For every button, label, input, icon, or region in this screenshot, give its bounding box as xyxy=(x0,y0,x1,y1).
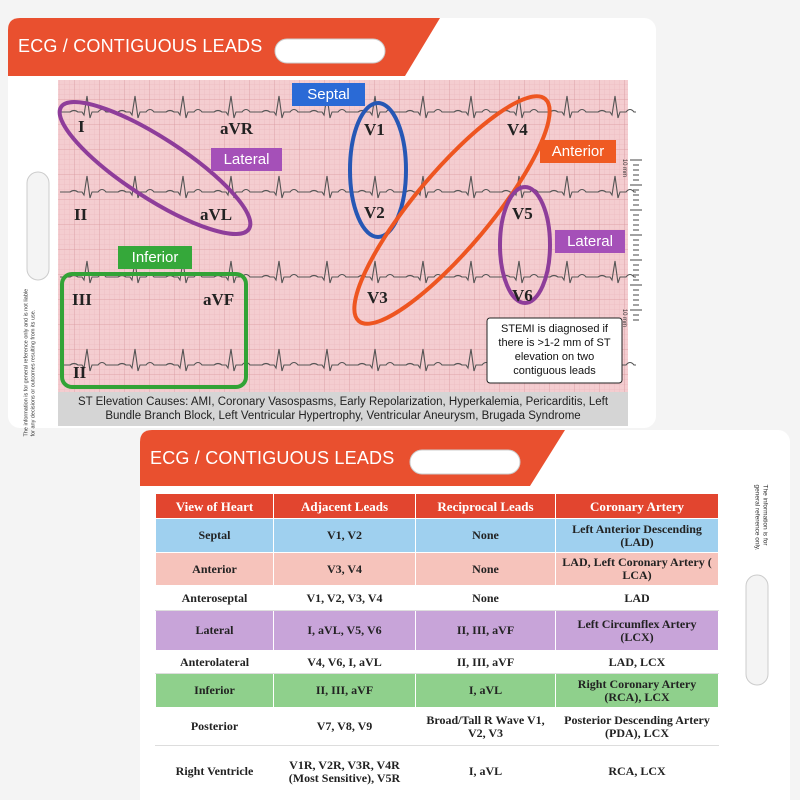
lateral-tag xyxy=(555,230,625,253)
table-row: Posterior V7, V8, V9 Broad/Tall R Wave V1,… xyxy=(155,707,719,746)
table-cell: Posterior Descending Artery (PDA), LCX xyxy=(555,707,719,746)
lead-label: V4 xyxy=(507,120,528,139)
lateral-ellipse xyxy=(498,185,552,305)
footer-band xyxy=(58,392,628,426)
table-cell: Anteroseptal xyxy=(155,585,274,611)
table-cell: Left Anterior Descending (LAD) xyxy=(555,518,719,553)
table-cell: Left Circumflex Artery (LCX) xyxy=(555,610,719,651)
lead-label: V6 xyxy=(512,286,533,305)
slot xyxy=(274,38,386,64)
table-cell: V1, V2 xyxy=(273,518,416,553)
table-header: Reciprocal Leads xyxy=(415,493,556,519)
group-label: Septal xyxy=(307,86,350,103)
table-cell: Broad/Tall R Wave V1, V2, V3 xyxy=(415,707,556,746)
lead-label: V3 xyxy=(367,288,388,307)
table-cell: I, aVL xyxy=(415,745,556,798)
slot xyxy=(745,574,769,686)
ruler-label: 10 mm xyxy=(621,158,628,178)
ecg-trace xyxy=(60,95,636,119)
contiguous-leads-table: View of Heart Adjacent Leads Reciprocal Le… xyxy=(155,493,719,798)
table-row: Anterolateral V4, V6, I, aVL II, III, aVF L… xyxy=(155,650,719,674)
ruler-label: 10 mm xyxy=(621,308,628,328)
septal-tag xyxy=(292,83,365,106)
table-header: Coronary Artery xyxy=(555,493,719,519)
table-cell: Posterior xyxy=(155,707,274,746)
lead-label: V5 xyxy=(512,204,533,223)
inferior-box xyxy=(60,272,248,389)
front-disclaimer: The information is for general reference… xyxy=(23,288,37,437)
note-box xyxy=(486,317,623,384)
table-cell: V1R, V2R, V3R, V4R (Most Sensitive), V5R xyxy=(273,745,416,798)
table-cell: RCA, LCX xyxy=(555,745,719,798)
anterior-tag xyxy=(540,140,616,163)
ecg-trace xyxy=(60,175,636,199)
lateral-ellipse xyxy=(57,100,253,236)
table-cell: I, aVL, V5, V6 xyxy=(273,610,416,651)
table-header: Adjacent Leads xyxy=(273,493,416,519)
stemi-note: STEMI is diagnosed if there is >1-2 mm o… xyxy=(498,323,611,377)
inferior-tag xyxy=(118,246,192,269)
lead-label: aVR xyxy=(220,119,254,138)
lead-label: III xyxy=(72,290,92,309)
table-cell: Septal xyxy=(155,518,274,553)
table-cell: LAD, Left Coronary Artery ( LCA) xyxy=(555,552,719,586)
table-cell: None xyxy=(415,585,556,611)
lead-label: II xyxy=(74,205,88,224)
table-cell: V4, V6, I, aVL xyxy=(273,650,416,674)
slot xyxy=(26,171,50,281)
front-title: ECG / CONTIGUOUS LEADS xyxy=(18,36,263,56)
back-title: ECG / CONTIGUOUS LEADS xyxy=(150,448,395,468)
table-row: Right Ventricle V1R, V2R, V3R, V4R (Most … xyxy=(155,745,719,798)
lead-label: V1 xyxy=(364,120,385,139)
text: AMI, Coronary Vasospasms, Early Repolari… xyxy=(105,396,609,422)
slot xyxy=(409,449,521,475)
table-row: Anterior V3, V4 None LAD, Left Coronary Art… xyxy=(155,552,719,586)
lead-label: I xyxy=(78,117,85,136)
table-cell: II, III, aVF xyxy=(415,610,556,651)
lead-label: aVF xyxy=(203,290,235,309)
lateral-tag xyxy=(211,148,282,171)
st-elevation-causes: ST Elevation Causes: AMI, Coronary Vasos… xyxy=(62,395,624,423)
anterior-ellipse xyxy=(352,94,552,326)
table-cell: None xyxy=(415,518,556,553)
table-row: Lateral I, aVL, V5, V6 II, III, aVF Left Ci… xyxy=(155,610,719,651)
back-disclaimer: The information is for general reference… xyxy=(754,484,769,551)
group-label: Lateral xyxy=(223,151,270,168)
table-cell: V7, V8, V9 xyxy=(273,707,416,746)
table-row: Septal V1, V2 None Left Anterior Descending… xyxy=(155,518,719,553)
septal-ellipse xyxy=(348,101,408,239)
lead-label: II xyxy=(73,363,87,382)
table-cell: None xyxy=(415,552,556,586)
lead-label: V2 xyxy=(364,203,385,222)
table-cell: V1, V2, V3, V4 xyxy=(273,585,416,611)
table-cell: II, III, aVF xyxy=(273,673,416,708)
table-cell: II, III, aVF xyxy=(415,650,556,674)
table-cell: LAD, LCX xyxy=(555,650,719,674)
table-row: Anteroseptal V1, V2, V3, V4 None LAD xyxy=(155,585,719,611)
table-cell: Right Ventricle xyxy=(155,745,274,798)
lead-label: aVL xyxy=(200,205,233,224)
table-cell: I, aVL xyxy=(415,673,556,708)
table-header: View of Heart xyxy=(155,493,274,519)
label: ST Elevation Causes: xyxy=(77,396,189,408)
group-label: Anterior xyxy=(551,143,605,160)
group-label: Lateral xyxy=(567,233,613,250)
table-cell: Lateral xyxy=(155,610,274,651)
table-cell: Inferior xyxy=(155,673,274,708)
table-cell: V3, V4 xyxy=(273,552,416,586)
table-cell: Anterolateral xyxy=(155,650,274,674)
group-label: Inferior xyxy=(131,249,179,266)
ecg-trace xyxy=(60,260,636,284)
table-cell: Anterior xyxy=(155,552,274,586)
table-cell: LAD xyxy=(555,585,719,611)
table-cell: Right Coronary Artery (RCA), LCX xyxy=(555,673,719,708)
table-row: Inferior II, III, aVF I, aVL Right Coronary… xyxy=(155,673,719,708)
